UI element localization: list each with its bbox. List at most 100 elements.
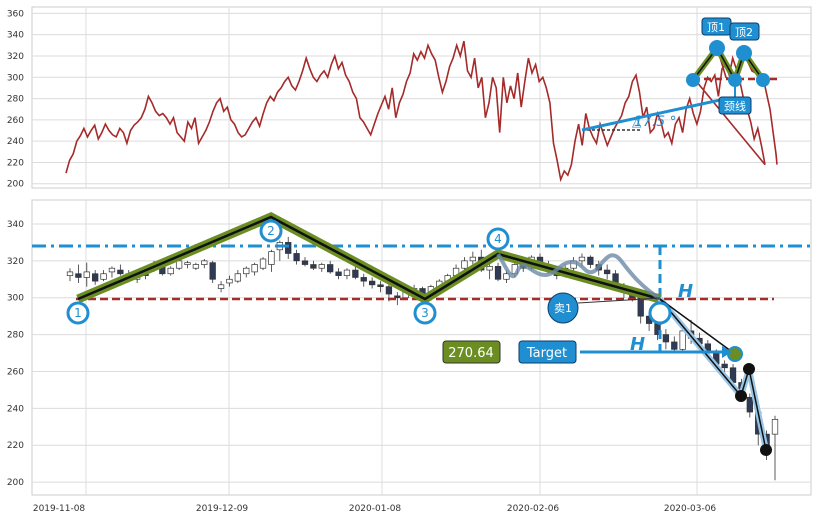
candle-body [746,396,753,413]
target-value-box: 270.64 [442,340,501,364]
candle-body [637,297,644,317]
breakout-marker [648,301,672,325]
top-grid [32,7,811,188]
bottom-y-axis: 200 220 240 260 280 300 320 340 [7,220,24,488]
target-point [727,346,743,362]
downtrend-wedge-upper [659,298,736,355]
candle-body [587,256,594,265]
bottom-y-tick-label: 280 [7,331,24,341]
top-panel [31,6,812,189]
candle-body [671,341,678,350]
candle-body [327,264,334,273]
target-arrow-head [722,346,732,358]
candle-body [318,264,325,269]
top-y-tick-label: 340 [7,31,24,41]
candle-body [360,277,367,282]
candle-body [293,253,300,262]
top-price-line [65,40,778,183]
candle-body [259,258,267,269]
candle-body [494,266,502,280]
candle-body [377,284,384,288]
double-top-pattern [686,40,770,98]
top-y-axis: 200 220 240 260 280 300 320 340 360 [7,9,24,189]
candle-body [603,269,611,275]
candle-body [192,264,200,269]
h-label-lower: H [630,334,645,355]
candle-body [662,334,670,343]
candle-body [578,256,586,262]
svg-text:顶2: 顶2 [735,26,753,39]
x-tick-label: 2020-03-06 [664,504,717,514]
candle-body [385,286,393,295]
svg-text:Target: Target [526,346,567,361]
candle-body [100,273,107,280]
top-y-tick-label: 200 [7,180,24,190]
top-y-tick-label: 300 [7,73,24,83]
svg-text:4: 4 [494,232,502,246]
top-y-tick-label: 260 [7,116,24,126]
bottom-y-tick-label: 220 [7,441,24,451]
svg-text:卖1: 卖1 [554,302,572,315]
downtrend-point [735,390,747,402]
double-top-point [756,73,770,87]
angle-annotation: 17.5 ° △ [581,98,721,132]
bottom-panel [31,199,812,496]
candle-body [469,256,477,262]
top-y-tick-label: 320 [7,52,24,62]
bottom-y-tick-label: 260 [7,367,24,377]
angle-trend-line [581,98,721,132]
candle-body [461,260,468,269]
x-axis: 2019-11-08 2019-12-09 2020-01-08 2020-02-06… [33,504,717,514]
point-marker-2: 2 [259,219,283,243]
bottom-y-tick-label: 340 [7,220,24,230]
candle-body [394,295,401,299]
candle-body [184,262,191,265]
h-label-upper: H [678,281,693,302]
top2-callout: 顶2 [729,22,760,41]
wave-line [496,252,662,301]
downtrend-black [659,298,767,451]
point-marker-3: 3 [413,301,437,325]
svg-text:270.64: 270.64 [448,346,494,361]
svg-text:颈线: 颈线 [724,99,746,113]
candle-body [721,363,728,369]
candle-body [771,419,779,435]
angle-triangle-icon: △ [632,115,642,129]
point-marker-1: 1 [66,301,90,325]
top-y-tick-label: 240 [7,137,24,147]
x-tick-label: 2020-01-08 [349,504,402,514]
candle-body [75,273,82,278]
svg-text:2: 2 [267,224,275,238]
candle-body [251,264,258,273]
candle-body [285,242,292,254]
top-price-series [65,40,778,183]
sell-marker: 卖1 [547,292,661,324]
candle-body [268,251,275,265]
top-y-tick-label: 280 [7,95,24,105]
bottom-y-tick-label: 240 [7,404,24,414]
candle-body [679,330,686,350]
candle-body [226,278,233,284]
candle-body [167,267,174,275]
candle-body [234,273,242,282]
candle-body [301,260,309,265]
zigzag-black [77,215,661,301]
top1-callout: 顶1 [701,17,732,36]
candle-body [83,271,90,278]
svg-text:1: 1 [74,306,82,320]
double-top-point [686,73,700,87]
double-top-point [736,45,752,61]
candle-body [503,273,510,280]
bottom-y-tick-label: 200 [7,478,24,488]
candle-body [343,269,351,276]
top-y-tick-label: 220 [7,158,24,168]
candle-body [335,271,342,276]
candle-body [310,264,317,269]
candle-body [117,269,124,275]
x-tick-label: 2020-02-06 [507,504,560,514]
candle-body [175,260,183,269]
top-y-tick-label: 360 [7,9,24,19]
x-tick-label: 2019-12-09 [196,504,249,514]
candle-body [352,269,359,278]
